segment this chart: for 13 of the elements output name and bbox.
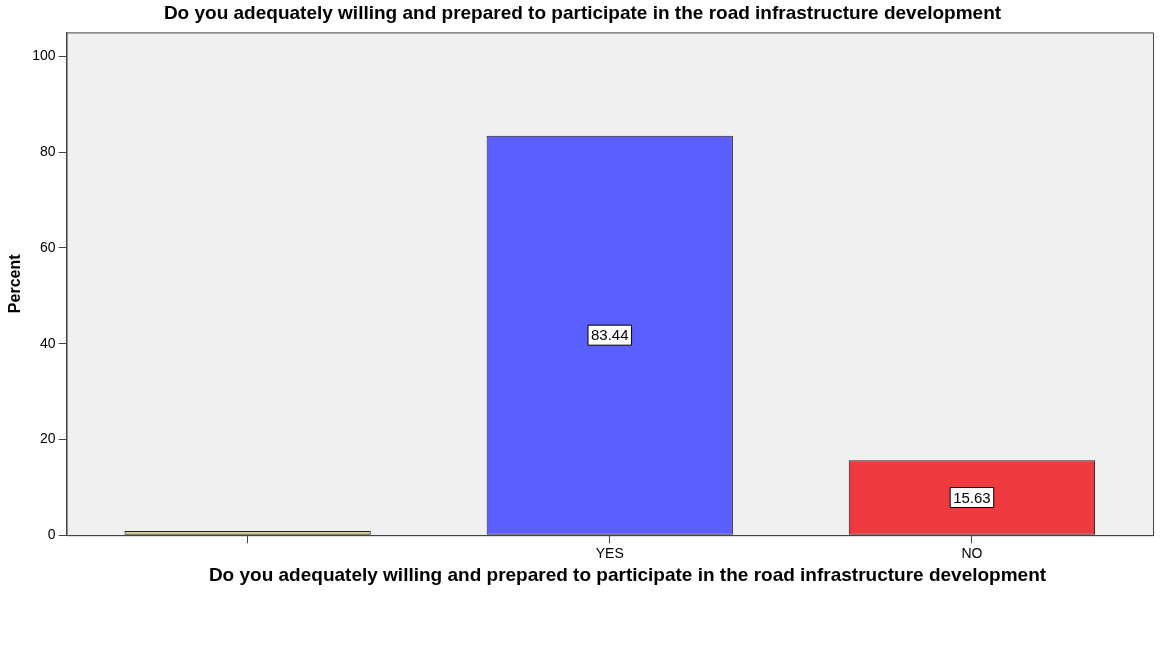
y-axis-title: Percent <box>6 253 24 314</box>
data-label: 83.44 <box>591 326 629 344</box>
x-axis-title: Do you adequately willing and prepared to participate in the road infrastructure development <box>207 564 1048 585</box>
y-tick-label: 80 <box>39 142 56 159</box>
x-tick-label: NO <box>961 545 983 562</box>
y-tick-label: 100 <box>32 47 56 64</box>
y-tick-label: 40 <box>39 334 56 351</box>
y-tick-label: 0 <box>47 526 56 543</box>
x-tick-label: YES <box>595 545 624 562</box>
y-tick-label: 20 <box>39 430 56 447</box>
chart-title: Do you adequately willing and prepared to participate in the road infrastructure development <box>162 2 1003 23</box>
data-label: 15.63 <box>953 488 991 506</box>
y-tick-label: 60 <box>39 238 56 255</box>
